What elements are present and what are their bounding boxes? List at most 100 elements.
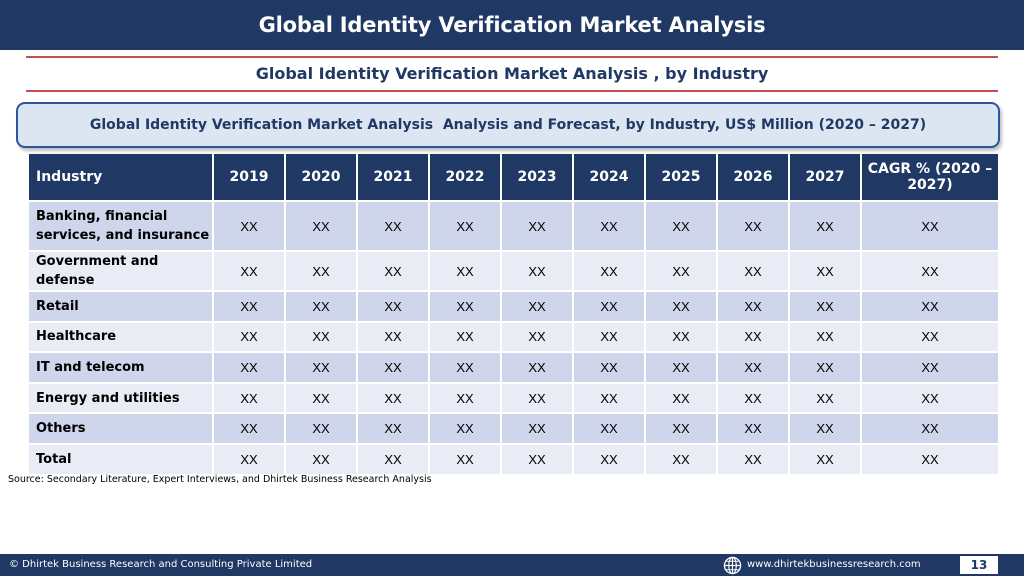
value-cell: XX [862, 202, 998, 250]
value-cell: XX [214, 322, 284, 352]
title-bar: Global Identity Verification Market Anal… [0, 0, 1024, 50]
value-cell: XX [430, 292, 500, 321]
value-cell: XX [862, 292, 998, 321]
value-cell: XX [286, 202, 356, 250]
column-header: 2020 [286, 154, 356, 200]
value-cell: XX [646, 353, 716, 382]
value-cell: XX [646, 252, 716, 290]
table-row: Others XX XX XX XX XX XX XX XX XX XX [29, 414, 998, 443]
value-cell: XX [646, 383, 716, 413]
value-cell: XX [790, 292, 860, 321]
table-caption-banner: Global Identity Verification Market Anal… [16, 102, 1000, 148]
industry-table: Industry 2019 2020 2021 2022 2023 2024 2025 2026… [27, 152, 1000, 476]
value-cell: XX [718, 444, 788, 474]
page-number: 13 [960, 556, 998, 574]
value-cell: XX [718, 383, 788, 413]
value-cell: XX [718, 414, 788, 443]
value-cell: XX [358, 414, 428, 443]
value-cell: XX [358, 383, 428, 413]
column-header: 2024 [574, 154, 644, 200]
value-cell: XX [214, 292, 284, 321]
value-cell: XX [718, 353, 788, 382]
industry-cell: IT and telecom [29, 353, 212, 382]
value-cell: XX [790, 414, 860, 443]
industry-cell: Energy and utilities [29, 383, 212, 413]
value-cell: XX [646, 202, 716, 250]
value-cell: XX [286, 414, 356, 443]
value-cell: XX [502, 322, 572, 352]
industry-cell: Healthcare [29, 322, 212, 352]
value-cell: XX [574, 202, 644, 250]
page-title: Global Identity Verification Market Anal… [258, 13, 766, 37]
value-cell: XX [430, 414, 500, 443]
value-cell: XX [502, 252, 572, 290]
value-cell: XX [502, 292, 572, 321]
copyright-text: © Dhirtek Business Research and Consulti… [9, 559, 313, 570]
table-row: Total XX XX XX XX XX XX XX XX XX XX [29, 444, 998, 474]
value-cell: XX [862, 383, 998, 413]
table-row: IT and telecom XX XX XX XX XX XX XX XX XX XX [29, 353, 998, 382]
value-cell: XX [574, 292, 644, 321]
value-cell: XX [214, 202, 284, 250]
table-header-row: Industry 2019 2020 2021 2022 2023 2024 2025 2026… [29, 154, 998, 200]
value-cell: XX [646, 444, 716, 474]
value-cell: XX [574, 444, 644, 474]
value-cell: XX [574, 353, 644, 382]
table-row: Banking, financial services, and insuran… [29, 202, 998, 250]
industry-cell: Banking, financial services, and insuran… [29, 202, 212, 250]
table-row: Retail XX XX XX XX XX XX XX XX XX XX [29, 292, 998, 321]
industry-cell: Others [29, 414, 212, 443]
column-header: 2025 [646, 154, 716, 200]
value-cell: XX [502, 444, 572, 474]
value-cell: XX [214, 353, 284, 382]
value-cell: XX [790, 383, 860, 413]
value-cell: XX [286, 353, 356, 382]
value-cell: XX [790, 322, 860, 352]
value-cell: XX [286, 444, 356, 474]
value-cell: XX [286, 252, 356, 290]
value-cell: XX [430, 383, 500, 413]
value-cell: XX [790, 202, 860, 250]
value-cell: XX [646, 292, 716, 321]
value-cell: XX [358, 322, 428, 352]
value-cell: XX [214, 444, 284, 474]
value-cell: XX [358, 444, 428, 474]
divider-top [26, 56, 998, 58]
source-note: Source: Secondary Literature, Expert Int… [8, 474, 432, 485]
globe-icon [723, 556, 742, 575]
industry-cell: Total [29, 444, 212, 474]
value-cell: XX [718, 322, 788, 352]
value-cell: XX [574, 383, 644, 413]
value-cell: XX [286, 292, 356, 321]
website-link[interactable]: www.dhirtekbusinessresearch.com [747, 559, 921, 570]
industry-cell: Government and defense [29, 252, 212, 290]
value-cell: XX [646, 414, 716, 443]
table-row: Healthcare XX XX XX XX XX XX XX XX XX XX [29, 322, 998, 352]
value-cell: XX [430, 353, 500, 382]
column-header: 2022 [430, 154, 500, 200]
section-subtitle: Global Identity Verification Market Anal… [255, 64, 769, 83]
column-header: 2021 [358, 154, 428, 200]
value-cell: XX [862, 252, 998, 290]
value-cell: XX [862, 353, 998, 382]
column-header: CAGR % (2020 – 2027) [862, 154, 998, 200]
value-cell: XX [502, 414, 572, 443]
value-cell: XX [574, 252, 644, 290]
column-header: 2023 [502, 154, 572, 200]
column-header-industry: Industry [29, 154, 212, 200]
value-cell: XX [214, 252, 284, 290]
value-cell: XX [502, 353, 572, 382]
value-cell: XX [790, 353, 860, 382]
value-cell: XX [790, 252, 860, 290]
value-cell: XX [430, 252, 500, 290]
value-cell: XX [646, 322, 716, 352]
table-row: Energy and utilities XX XX XX XX XX XX XX XX XX XX [29, 383, 998, 413]
value-cell: XX [358, 353, 428, 382]
column-header: 2026 [718, 154, 788, 200]
footer-bar: © Dhirtek Business Research and Consulti… [0, 554, 1024, 576]
value-cell: XX [862, 444, 998, 474]
value-cell: XX [502, 202, 572, 250]
value-cell: XX [502, 383, 572, 413]
value-cell: XX [358, 292, 428, 321]
value-cell: XX [358, 202, 428, 250]
